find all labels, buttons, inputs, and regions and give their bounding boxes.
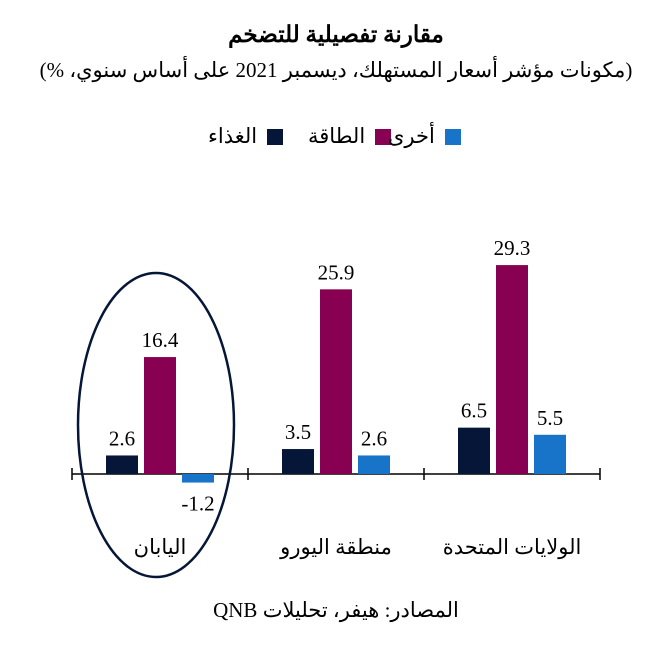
legend: الغذاء الطاقة أخرى: [190, 124, 490, 154]
legend-swatch-food: [267, 128, 284, 145]
chart-subtitle: (مكونات مؤشر أسعار المستهلك، ديسمبر 2021…: [39, 58, 633, 82]
data-label: 29.3: [494, 236, 531, 260]
legend-item-other: أخرى: [388, 124, 461, 149]
bar: [106, 455, 138, 474]
bar: [282, 449, 314, 474]
legend-item-energy: الطاقة: [308, 124, 392, 149]
legend-swatch-other: [444, 128, 461, 145]
data-label: 25.9: [318, 260, 355, 284]
bar: [458, 427, 490, 474]
data-label: 16.4: [142, 328, 179, 352]
source-note: المصادر: هيفر، تحليلات QNB: [213, 598, 459, 622]
data-label: 2.6: [109, 426, 135, 450]
bar: [358, 455, 390, 474]
bar: [144, 357, 176, 474]
data-label: 5.5: [537, 406, 563, 430]
highlight-ellipse: [76, 271, 236, 579]
legend-label-food: الغذاء: [208, 124, 258, 148]
category-label: الولايات المتحدة: [443, 535, 582, 560]
legend-swatch-energy: [375, 128, 392, 145]
bar: [182, 474, 214, 483]
bar: [496, 265, 528, 474]
legend-label-other: أخرى: [388, 124, 435, 148]
data-label: 6.5: [461, 399, 487, 423]
category-label: اليابان: [134, 535, 187, 559]
data-label: 2.6: [361, 426, 387, 450]
legend-label-energy: الطاقة: [308, 124, 366, 148]
bar: [534, 434, 566, 474]
data-label: -1.2: [181, 492, 214, 516]
bar: [320, 289, 352, 474]
legend-item-food: الغذاء: [208, 124, 284, 149]
category-label: منطقة اليورو: [279, 535, 392, 560]
chart-title: مقارنة تفصيلية للتضخم: [228, 22, 444, 47]
data-label: 3.5: [285, 420, 311, 444]
